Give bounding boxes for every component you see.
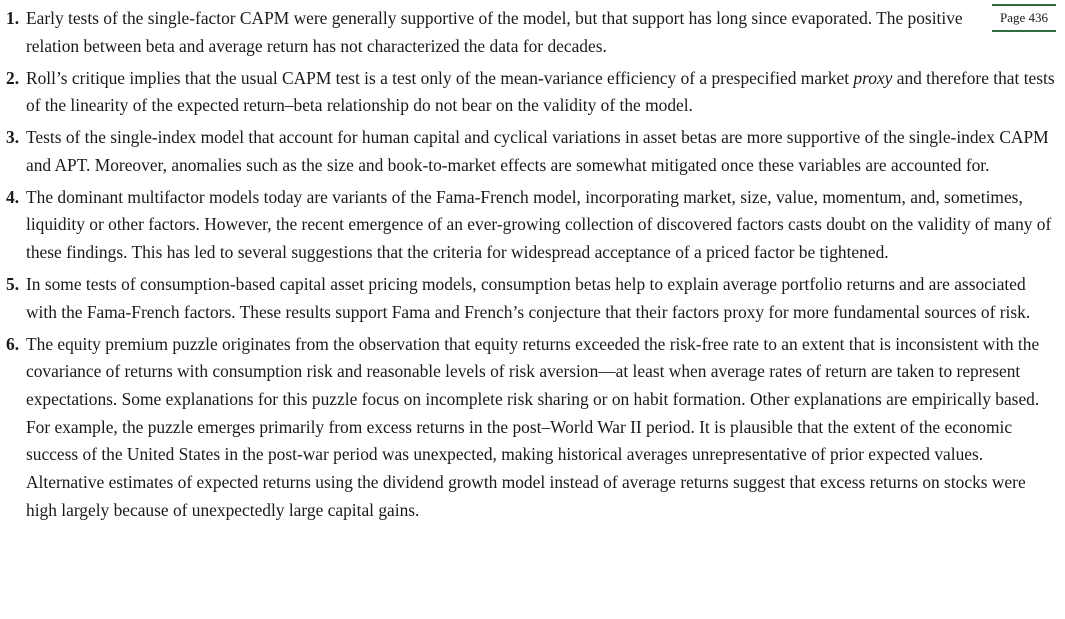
item-number: 4. <box>6 186 20 207</box>
item-text: In some tests of consumption-based capit… <box>26 274 1031 322</box>
item-text-part: Roll’s critique implies that the usual C… <box>26 67 854 88</box>
item-number: 2. <box>6 67 20 88</box>
item-number: 5. <box>6 274 20 295</box>
item-number: 1. <box>6 8 20 28</box>
summary-item-4: 4. The dominant multifactor models today… <box>6 184 1058 267</box>
item-text: The dominant multifactor models today ar… <box>26 186 1052 263</box>
summary-item-2: 2. Roll’s critique implies that the usua… <box>6 65 1058 120</box>
item-text: Roll’s critique implies that the usual C… <box>26 68 1055 116</box>
page-number-label: Page 436 <box>992 4 1056 32</box>
item-text: The equity premium puzzle originates fro… <box>26 333 1040 520</box>
summary-item-5: 5. In some tests of consumption-based ca… <box>6 271 1058 326</box>
summary-item-3: 3. Tests of the single-index model that … <box>6 124 1058 179</box>
item-text: Early tests of the single-factor CAPM we… <box>26 8 963 56</box>
item-text: Tests of the single-index model that acc… <box>26 127 1049 175</box>
item-number: 3. <box>6 127 20 148</box>
summary-item-6: 6. The equity premium puzzle originates … <box>6 331 1058 525</box>
item-text-emphasis: proxy <box>853 67 893 88</box>
summary-list: 1. Early tests of the single-factor CAPM… <box>6 5 1058 529</box>
item-text-part: and therefore that tests of the linearit… <box>26 67 1055 116</box>
summary-item-1: 1. Early tests of the single-factor CAPM… <box>6 5 1058 60</box>
item-number: 6. <box>6 333 20 354</box>
